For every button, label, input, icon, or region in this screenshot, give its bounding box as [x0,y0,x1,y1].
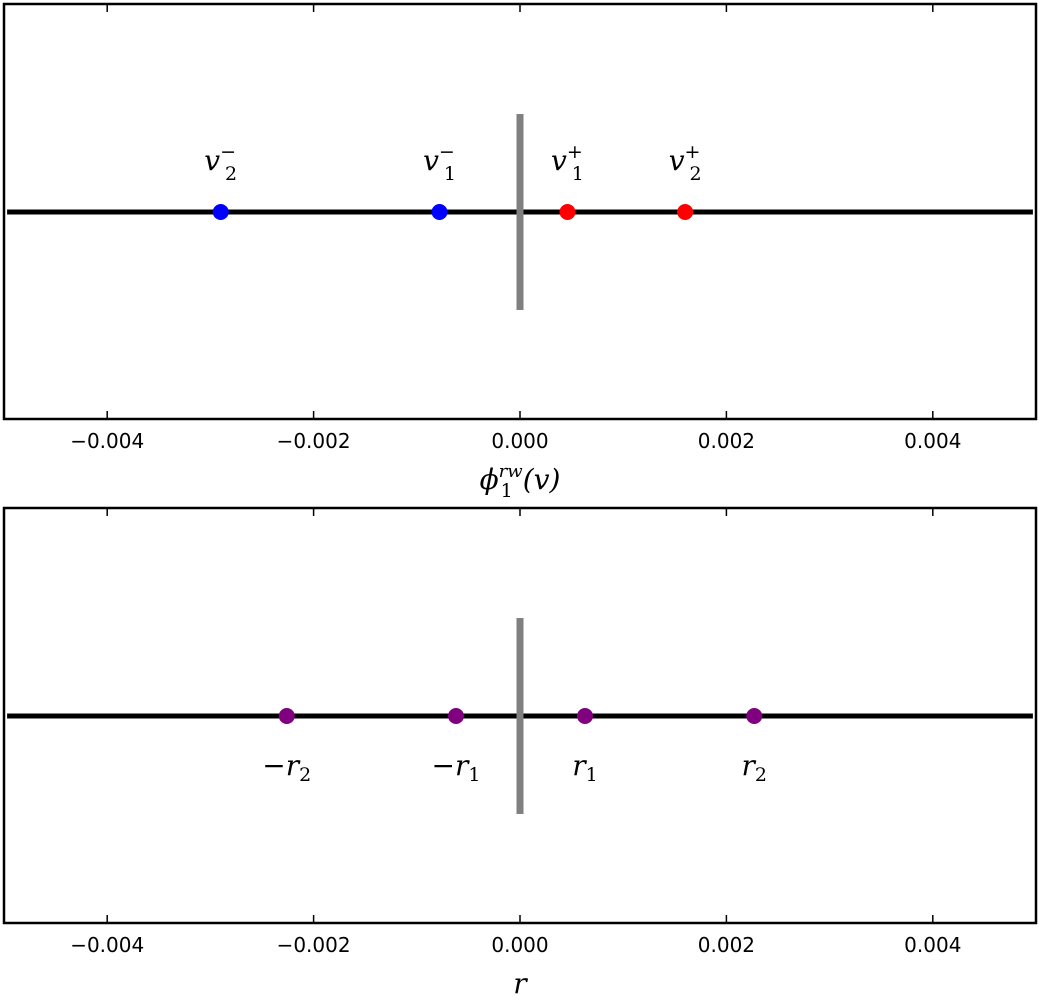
point-label: r1​ [572,749,597,786]
x-tick-label: −0.002 [277,933,351,957]
point-label: v+1​ [551,141,584,185]
point-label: −r2​ [262,749,311,786]
data-point [677,204,694,220]
point-label: v−1​ [423,141,456,185]
point-label: v+2​ [669,141,702,185]
plot-panel-1: −0.004 −0.002 0.000 0.002 0.004 v−2​ v−1​ v+1​ v… [2,2,1038,502]
x-tick-label: 0.004 [904,429,961,453]
data-point [448,708,465,724]
data-point [559,204,576,220]
x-tick-label: 0.004 [904,933,961,957]
x-tick-label: 0.000 [491,933,548,957]
data-point [577,708,594,724]
x-axis-label: ϕrw 1 (v) [480,461,561,502]
x-tick-label: −0.004 [70,429,144,453]
x-tick-label: −0.004 [70,933,144,957]
data-point [746,708,763,724]
x-tick-label: 0.002 [698,429,755,453]
x-axis-label: r [513,967,528,1000]
x-tick-label: 0.002 [698,933,755,957]
point-label: r2​ [742,749,767,786]
x-tick-label: −0.002 [277,429,351,453]
x-tick-label: 0.000 [491,429,548,453]
plot-panel-2: −0.004 −0.002 0.000 0.002 0.004 −r2​ −r1​ r1​ r2… [2,506,1038,1000]
data-point [431,204,448,220]
point-label: v−2​ [204,141,237,185]
point-label: −r1​ [432,749,481,786]
data-point [212,204,229,220]
data-point [278,708,295,724]
